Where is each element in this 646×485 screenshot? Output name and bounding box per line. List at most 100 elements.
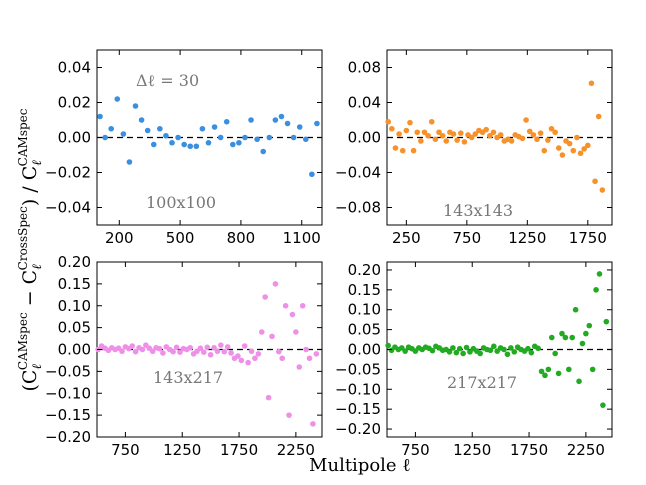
data-point xyxy=(262,294,268,300)
data-point xyxy=(572,306,579,313)
y-tick-label: 0.00 xyxy=(58,341,91,359)
data-point xyxy=(569,334,576,341)
data-point xyxy=(241,343,248,349)
data-point xyxy=(545,137,551,143)
y-tick-label: −0.15 xyxy=(335,400,381,418)
data-point xyxy=(463,344,470,351)
x-tick-label: 250 xyxy=(392,229,421,247)
data-point xyxy=(223,118,230,125)
data-point xyxy=(523,117,529,123)
panel-143x217: 750 1250 1750 2250 −0.20 −0.15 −0.10 −0.05 0.00 0… xyxy=(45,253,323,459)
data-point xyxy=(252,355,258,362)
data-point xyxy=(205,139,212,146)
data-point xyxy=(541,147,548,154)
data-point xyxy=(593,287,599,293)
data-point xyxy=(559,330,565,337)
data-point xyxy=(290,134,297,141)
data-point xyxy=(144,127,151,134)
data-point xyxy=(258,329,265,335)
x-tick-label: 1750 xyxy=(510,441,548,459)
x-tick-label: 750 xyxy=(453,229,482,247)
x-tick-label: 1250 xyxy=(508,229,546,247)
x-tick-label: 1750 xyxy=(220,441,258,459)
data-point xyxy=(236,139,242,146)
data-point xyxy=(519,135,526,142)
data-point xyxy=(254,136,260,143)
data-point xyxy=(230,141,236,148)
x-tick-label: 1250 xyxy=(163,441,201,459)
data-point xyxy=(407,119,413,126)
data-point xyxy=(114,96,121,102)
data-point xyxy=(566,140,573,147)
data-point xyxy=(596,271,603,277)
tick-labels: 250 750 1250 1750 −0.08 −0.04 0.00 0.04 0.08 xyxy=(335,50,612,247)
delta-ell-annotation: Δℓ = 30 xyxy=(136,71,199,90)
data-point xyxy=(214,348,221,355)
data-point xyxy=(218,342,224,348)
data-point xyxy=(555,145,562,151)
data-point xyxy=(456,345,463,352)
data-point xyxy=(279,355,286,362)
data-point xyxy=(306,355,313,362)
data-point xyxy=(403,127,410,134)
data-point xyxy=(313,351,320,357)
data-point xyxy=(570,147,577,154)
data-point xyxy=(418,138,424,144)
data-point xyxy=(242,134,248,141)
data-point xyxy=(138,117,145,123)
data-point xyxy=(425,132,431,139)
data-point xyxy=(289,311,296,318)
data-point xyxy=(248,348,255,355)
tick-labels: 750 1250 1750 2250 −0.20 −0.15 −0.10 −0.05 0.00 0… xyxy=(45,253,322,459)
data-point xyxy=(156,345,163,352)
data-point xyxy=(421,129,428,136)
data-point xyxy=(260,148,267,155)
data-point xyxy=(453,349,460,356)
data-point xyxy=(296,364,303,370)
data-point xyxy=(193,143,200,150)
data-point xyxy=(175,134,181,141)
data-point xyxy=(278,113,285,120)
data-point xyxy=(302,136,309,143)
data-point xyxy=(487,132,493,139)
data-point xyxy=(497,132,504,138)
panel-label: 143x217 xyxy=(153,368,223,387)
data-point xyxy=(468,134,475,141)
data-point xyxy=(589,366,596,373)
data-point xyxy=(224,344,231,350)
data-point xyxy=(235,353,241,359)
data-point xyxy=(399,147,406,154)
data-point xyxy=(221,348,228,355)
scatter-points xyxy=(385,271,612,408)
data-point xyxy=(299,302,306,309)
data-point xyxy=(552,350,558,357)
data-point xyxy=(248,117,254,123)
x-tick-label: 1750 xyxy=(569,229,607,247)
data-point xyxy=(504,351,511,358)
data-point xyxy=(439,132,446,139)
x-tick-label: 2250 xyxy=(277,441,315,459)
data-point xyxy=(201,349,207,355)
y-tick-label: 0.08 xyxy=(348,59,381,77)
data-point xyxy=(170,348,176,355)
data-point xyxy=(108,125,114,132)
data-point xyxy=(603,318,610,325)
y-tick-label: 0.15 xyxy=(58,275,91,293)
data-point xyxy=(266,134,273,141)
y-tick-label: 0.00 xyxy=(348,129,381,147)
panel-label: 217x217 xyxy=(447,373,517,392)
y-tick-label: 0.10 xyxy=(348,301,381,319)
panel-143x143: 250 750 1250 1750 −0.08 −0.04 0.00 0.04 0.08 143… xyxy=(335,49,613,247)
data-point xyxy=(461,139,468,145)
data-point xyxy=(483,126,489,133)
data-point xyxy=(586,322,593,329)
data-point xyxy=(238,357,245,364)
y-tick-label: −0.04 xyxy=(45,199,91,217)
y-tick-label: −0.20 xyxy=(45,428,91,446)
data-point xyxy=(217,134,224,141)
x-tick-label: 500 xyxy=(166,229,195,247)
data-point xyxy=(228,350,234,356)
data-point xyxy=(538,368,545,375)
y-tick-label: 0.05 xyxy=(348,321,381,339)
data-point xyxy=(599,187,606,193)
